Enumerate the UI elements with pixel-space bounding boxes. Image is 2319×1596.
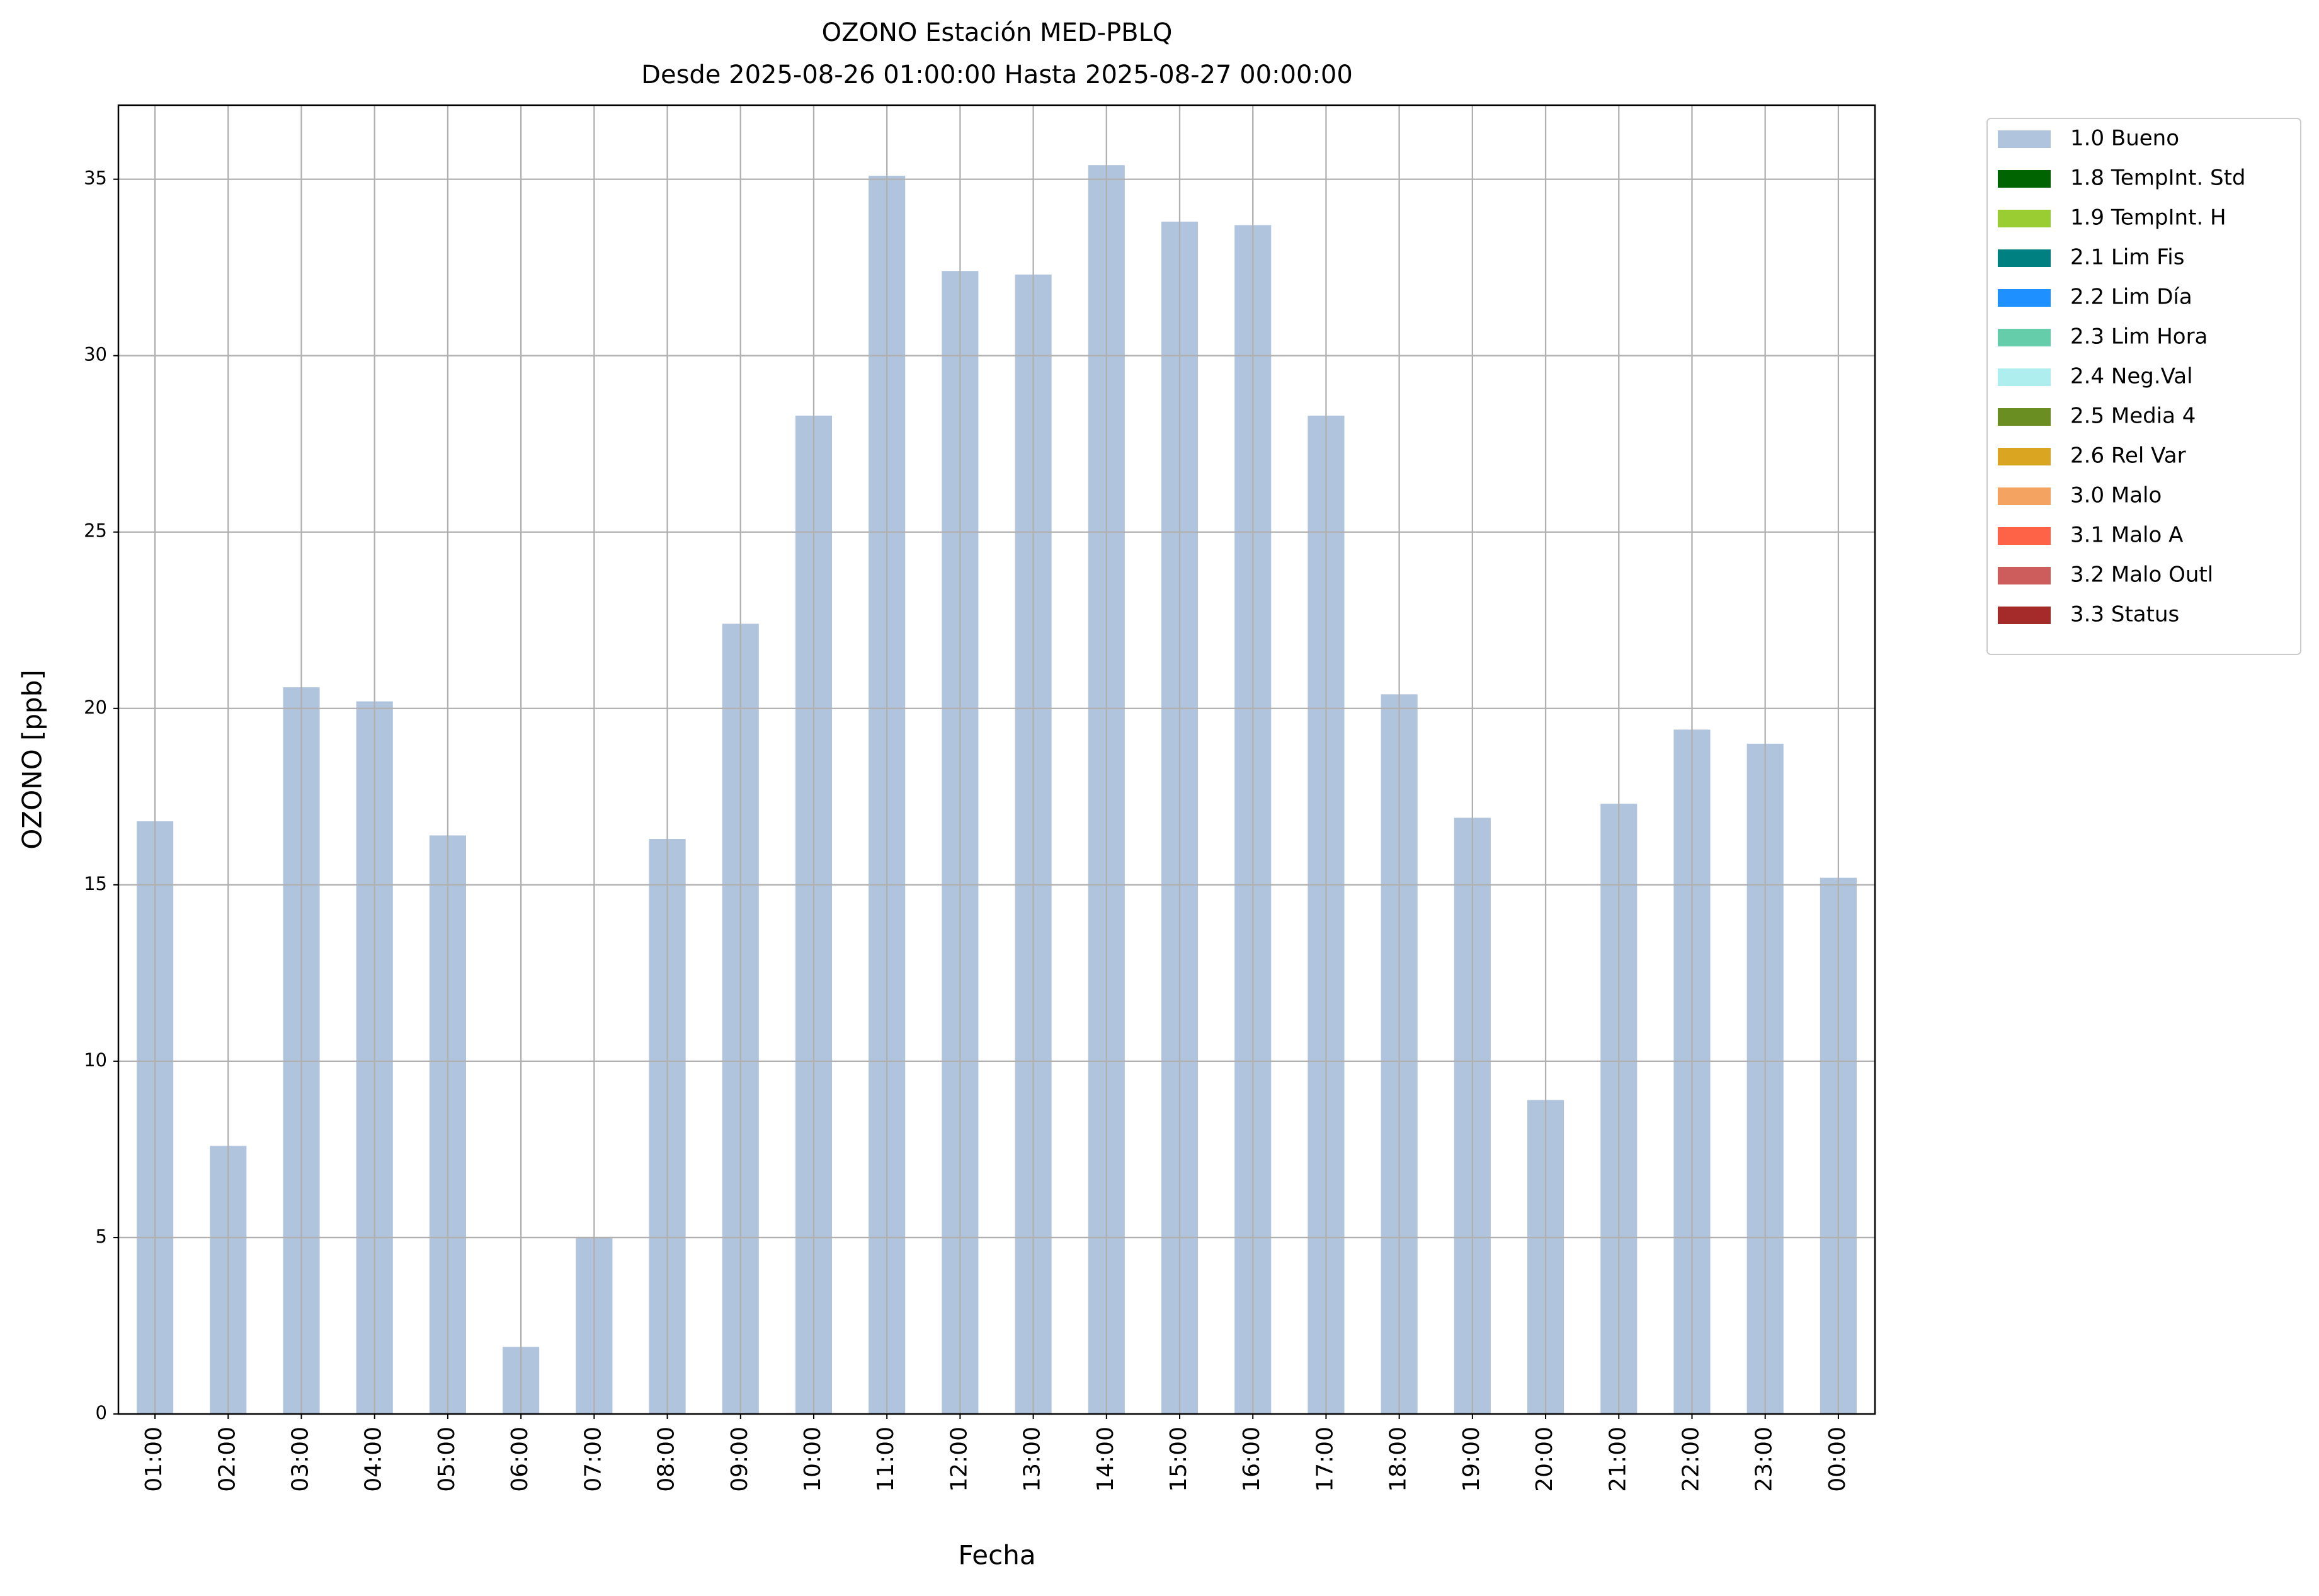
x-tick-label: 13:00: [1020, 1427, 1046, 1492]
x-tick-label: 23:00: [1752, 1427, 1777, 1492]
x-tick-label: 05:00: [434, 1427, 460, 1492]
y-axis-label: OZONO [ppb]: [17, 670, 48, 849]
legend-label: 3.2 Malo Outl: [2070, 562, 2213, 588]
legend-swatch: [1998, 607, 2051, 624]
y-tick-label: 0: [96, 1402, 107, 1423]
legend-label: 3.3 Status: [2070, 602, 2179, 627]
x-tick-label: 11:00: [873, 1427, 899, 1492]
legend-label: 1.0 Bueno: [2070, 126, 2179, 151]
x-axis-label: Fecha: [958, 1540, 1035, 1571]
x-tick-label: 19:00: [1459, 1427, 1484, 1492]
legend-label: 3.0 Malo: [2070, 483, 2162, 508]
x-tick-label: 15:00: [1166, 1427, 1192, 1492]
legend-label: 2.4 Neg.Val: [2070, 364, 2193, 389]
x-tick-label: 04:00: [361, 1427, 387, 1492]
x-tick-label: 02:00: [214, 1427, 240, 1492]
legend-swatch: [1998, 527, 2051, 545]
legend-swatch: [1998, 130, 2051, 148]
legend-label: 2.6 Rel Var: [2070, 443, 2186, 469]
legend-label: 2.5 Media 4: [2070, 404, 2196, 429]
x-tick-label: 06:00: [507, 1427, 533, 1492]
legend-label: 2.2 Lim Día: [2070, 285, 2192, 310]
legend-swatch: [1998, 567, 2051, 584]
legend-label: 3.1 Malo A: [2070, 523, 2183, 548]
x-tick-label: 22:00: [1678, 1427, 1704, 1492]
chart-subtitle: Desde 2025-08-26 01:00:00 Hasta 2025-08-…: [641, 60, 1353, 89]
y-tick-label: 30: [84, 344, 107, 365]
x-tick-label: 17:00: [1312, 1427, 1338, 1492]
y-tick-label: 20: [84, 697, 107, 718]
chart-title: OZONO Estación MED-PBLQ: [822, 18, 1173, 47]
plot-frame: [117, 104, 1876, 1415]
legend-swatch: [1998, 249, 2051, 267]
legend-swatch: [1998, 368, 2051, 386]
x-tick-label: 18:00: [1386, 1427, 1411, 1492]
x-tick-label: 03:00: [288, 1427, 314, 1492]
x-tick-label: 09:00: [727, 1427, 753, 1492]
legend-box: [1986, 118, 2301, 655]
y-tick-label: 25: [84, 520, 107, 542]
y-tick-label: 10: [84, 1049, 107, 1071]
y-tick-label: 35: [84, 168, 107, 189]
legend-swatch: [1998, 329, 2051, 346]
x-tick-label: 00:00: [1825, 1427, 1850, 1492]
x-tick-label: 07:00: [580, 1427, 606, 1492]
x-tick-label: 20:00: [1532, 1427, 1558, 1492]
x-tick-label: 12:00: [946, 1427, 972, 1492]
legend-swatch: [1998, 289, 2051, 307]
legend-swatch: [1998, 487, 2051, 505]
legend-swatch: [1998, 408, 2051, 426]
x-tick-label: 21:00: [1605, 1427, 1631, 1492]
x-tick-label: 10:00: [800, 1427, 826, 1492]
legend-label: 2.1 Lim Fis: [2070, 245, 2184, 270]
legend-swatch: [1998, 170, 2051, 188]
x-tick-label: 08:00: [654, 1427, 680, 1492]
legend-swatch: [1998, 210, 2051, 227]
legend-label: 2.3 Lim Hora: [2070, 324, 2208, 350]
x-tick-label: 14:00: [1093, 1427, 1119, 1492]
legend-label: 1.9 TempInt. H: [2070, 205, 2226, 231]
y-tick-label: 5: [96, 1226, 107, 1247]
x-tick-label: 16:00: [1239, 1427, 1265, 1492]
legend-label: 1.8 TempInt. Std: [2070, 166, 2246, 191]
x-tick-label: 01:00: [141, 1427, 167, 1492]
y-tick-label: 15: [84, 873, 107, 894]
legend-swatch: [1998, 448, 2051, 465]
